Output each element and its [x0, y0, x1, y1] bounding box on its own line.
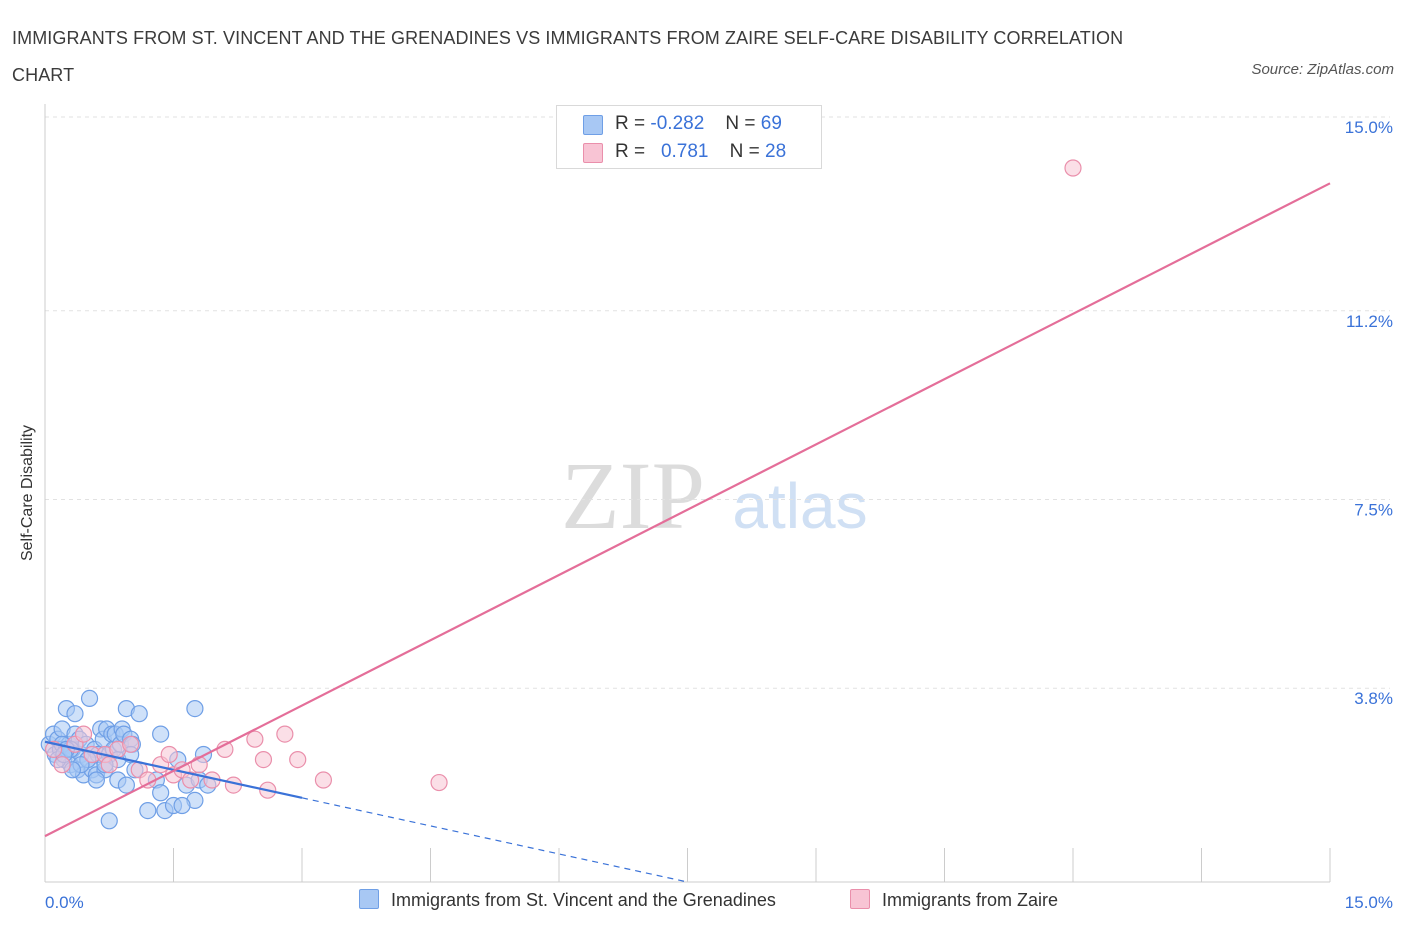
chart-title: IMMIGRANTS FROM ST. VINCENT AND THE GREN…	[12, 28, 1124, 85]
point-zaire	[100, 756, 118, 774]
bottom-legend-swatch-zaire	[850, 889, 870, 909]
point-vincent	[117, 776, 135, 794]
point-vincent	[152, 784, 170, 802]
trend-lines	[44, 182, 1331, 883]
legend-swatch-vincent	[583, 115, 603, 135]
bottom-legend-label-vincent: Immigrants from St. Vincent and the Gren…	[391, 890, 776, 910]
point-vincent	[152, 725, 170, 743]
legend-n-value: 69	[760, 113, 782, 134]
y-tick-label: 11.2%	[1346, 312, 1393, 331]
y-tick-label: 15.0%	[1345, 118, 1393, 137]
point-vincent	[100, 812, 118, 830]
bottom-legend-vincent: Immigrants from St. Vincent and the Gren…	[359, 889, 776, 911]
legend-n-value: 28	[765, 141, 787, 162]
point-zaire	[160, 745, 178, 764]
point-vincent	[173, 796, 191, 815]
legend-r-label: R =	[615, 113, 646, 134]
watermark: ZIP atlas	[561, 442, 868, 549]
legend-r-value: -0.282	[650, 113, 705, 134]
point-zaire	[314, 771, 333, 789]
point-vincent	[66, 705, 84, 723]
y-tick-label: 7.5%	[1354, 501, 1393, 520]
point-vincent	[80, 689, 99, 708]
point-vincent	[139, 801, 157, 820]
legend-n-label: N =	[729, 141, 760, 162]
y-tick-label: 3.8%	[1354, 689, 1393, 708]
x-tick-labels: 0.0% 15.0%	[45, 893, 1393, 912]
trend-line-vincent-extension	[301, 797, 688, 883]
grid-lines	[45, 116, 1390, 689]
point-zaire	[182, 771, 200, 789]
point-zaire	[190, 756, 208, 774]
bottom-legend-zaire: Immigrants from Zaire	[850, 889, 1058, 911]
x-tick-label: 0.0%	[45, 893, 84, 912]
y-tick-labels: 3.8% 7.5% 11.2% 15.0%	[1345, 118, 1393, 708]
watermark-zip: ZIP	[561, 442, 705, 549]
legend-r-label: R =	[615, 141, 646, 162]
point-zaire	[246, 730, 264, 748]
bottom-legend-swatch-vincent	[359, 889, 379, 909]
bottom-legend-label-zaire: Immigrants from Zaire	[882, 890, 1059, 910]
source-label: Source: ZipAtlas.com	[1251, 61, 1394, 78]
point-vincent	[130, 705, 148, 723]
point-zaire	[254, 750, 273, 769]
point-zaire	[122, 735, 140, 753]
point-zaire	[74, 725, 93, 743]
legend: R = -0.282 N = 69 R = 0.781 N = 28	[556, 105, 822, 169]
point-vincent	[87, 771, 106, 789]
point-zaire	[276, 725, 294, 743]
point-zaire	[53, 756, 71, 774]
legend-swatch-zaire	[583, 143, 603, 163]
point-vincent	[186, 699, 204, 718]
point-zaire	[430, 773, 448, 792]
x-tick-label: 15.0%	[1345, 893, 1393, 912]
legend-n-label: N =	[725, 113, 756, 134]
point-zaire	[1064, 159, 1082, 177]
trend-line-zaire	[44, 182, 1331, 838]
watermark-atlas: atlas	[732, 470, 867, 542]
legend-r-value: 0.781	[660, 141, 709, 162]
point-zaire	[289, 750, 307, 769]
x-ticks	[44, 848, 1331, 882]
